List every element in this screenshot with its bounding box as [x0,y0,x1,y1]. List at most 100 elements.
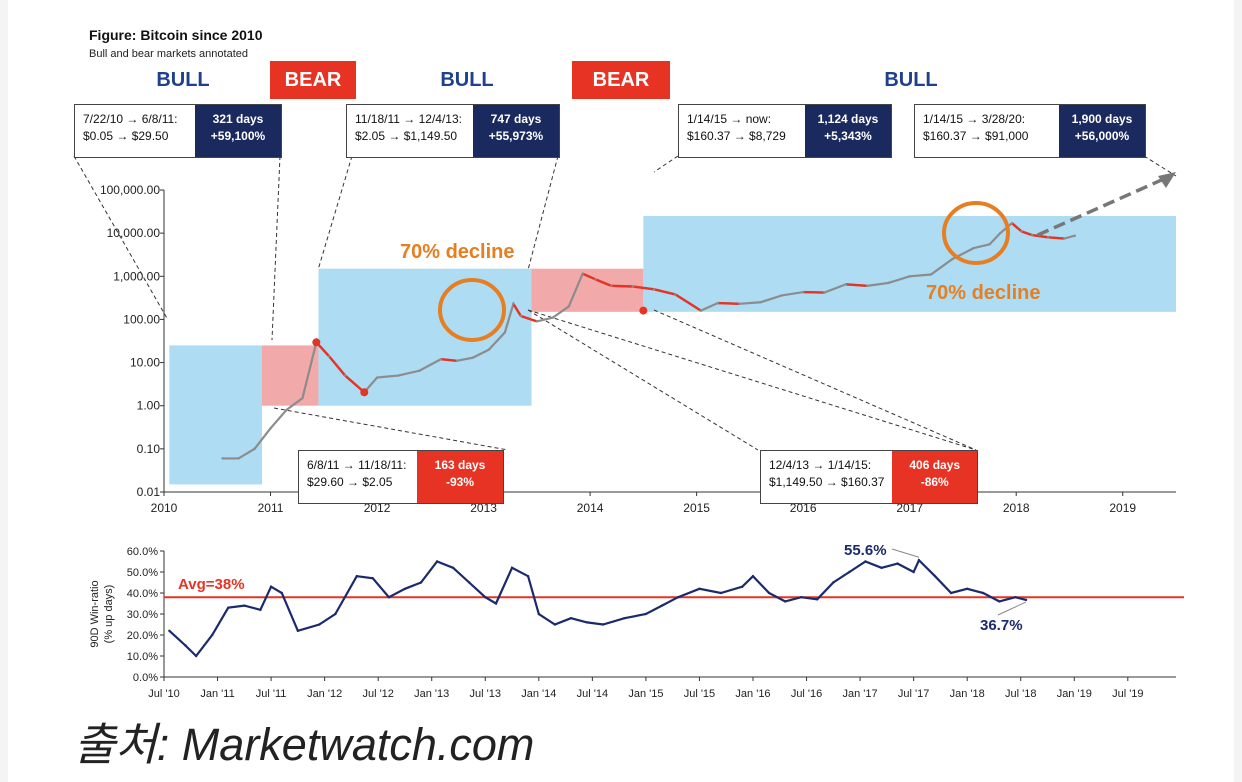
win-x-tick-label: Jan '17 [843,688,878,700]
win-ratio-point [644,612,648,616]
win-x-tick-label: Jan '18 [950,688,985,700]
win-ratio-point [848,570,851,574]
price-point [780,294,784,297]
price-point [487,348,491,351]
win-x-tick-label: Jul '18 [1005,688,1036,700]
callout-range: 7/22/10 → 6/8/11: [83,112,178,126]
callout-change: -86% [920,475,949,489]
price-point [327,355,331,358]
win-x-tick-label: Jul '19 [1112,688,1143,700]
turning-point-marker [639,306,648,315]
x-tick-label: 2019 [1109,501,1136,515]
win-ratio-point [965,587,969,590]
y-tick-label: 100.00 [123,312,160,326]
price-down-segment [717,301,740,306]
win-y-axis-label-line2: (% up days) [103,585,115,644]
win-ratio-point [698,587,701,590]
price-point [221,457,224,460]
price-down-segment [1011,222,1023,233]
figure-card: Figure: Bitcoin since 2010 Bull and bear… [8,0,1234,782]
callout-prices: $160.37 → $8,729 [687,129,786,143]
callout-days: 406 days [909,458,961,472]
price-annotations: 70% decline 70% decline [400,172,1176,342]
callout-leaders [73,155,1177,451]
win-ratio-point [553,623,557,626]
win-ratio-point [767,591,771,595]
callout-leader-line [273,407,509,451]
win-ratio-point [510,566,514,569]
callout-prices: $2.05 → $1,149.50 [355,129,458,143]
phase-label-bear-1: BEAR [270,61,356,99]
price-point [716,301,720,305]
price-point [285,408,288,412]
win-ratio-point [494,602,498,605]
turning-point-marker [312,338,321,347]
y-tick-label: 100,000.00 [100,183,160,197]
win-ratio-point [623,617,626,620]
win-ratio-point [1024,598,1028,602]
turning-point-marker [360,388,369,397]
price-point [610,284,613,288]
y-tick-label: 0.10 [137,442,161,456]
win-x-tick-label: Jul '10 [148,688,179,700]
phase-band-bear [262,345,319,406]
win-x-tick-label: Jul '15 [684,688,715,700]
win-y-axis-label-line1: 90D Win-ratio [89,580,101,647]
win-ratio-point [243,604,246,607]
peak-label-leader [891,548,920,558]
source-credit: 출처: Marketwatch.com [74,719,535,770]
callout-prices: $29.60 → $2.05 [307,475,393,489]
price-point [455,359,459,362]
callout-bull-1: 7/22/10 → 6/8/11: $0.05 → $29.50 321 days… [74,104,282,158]
win-ratio-point [526,575,530,578]
price-point [999,231,1002,235]
price-point [988,243,991,246]
callout-leader-line [653,155,679,173]
phase-label-bull-3: BULL [884,69,938,91]
win-x-tick-label: Jul '14 [577,688,608,700]
win-ratio-point [355,575,358,578]
win-ratio-point [451,566,455,569]
win-ratio-line [168,558,1027,658]
win-ratio-point [484,596,487,599]
decline-label-2: 70% decline [926,282,1041,304]
callout-days: 163 days [434,458,486,472]
callout-bear-2: 12/4/13 → 1/14/15: $1,149.50 → $160.37 40… [760,450,978,504]
price-point [1020,230,1023,233]
price-point [397,374,400,377]
price-bands [169,215,1176,485]
price-point [865,284,869,288]
callout-change: +55,973% [488,129,544,143]
decline-circle-2 [942,201,1010,265]
average-label: Avg=38% [178,576,245,593]
win-ratio-point [783,600,787,603]
price-point [418,369,421,372]
price-point [887,281,890,285]
price-point [738,302,741,306]
price-point [581,272,584,275]
win-ratio-point [601,623,605,626]
price-point [929,273,933,276]
x-tick-label: 2012 [364,501,391,515]
price-down-segment [611,284,633,288]
price-point [951,257,954,261]
win-y-tick-label: 50.0% [127,567,158,579]
callout-leader-line [73,155,169,321]
y-tick-label: 1.00 [137,399,161,413]
price-point [269,427,272,430]
win-x-tick-label: Jan '16 [735,688,770,700]
callout-leader-line [527,155,559,271]
callout-range: 1/14/15 → now: [687,112,772,126]
win-ratio-chart: 60.0% 50.0% 40.0% 30.0% 20.0% 10.0% 0.0% Jul '1… [89,542,1184,700]
x-tick-label: 2016 [790,501,817,515]
win-ratio-point [816,598,819,601]
price-point [1073,234,1077,237]
phase-label-bull-1: BULL [156,69,210,91]
price-point [567,305,570,308]
win-ratio-point [468,581,471,584]
callout-bull-3: 1/14/15 → now: $160.37 → $8,729 1,124 day… [678,104,892,158]
callout-days: 747 days [490,112,542,126]
price-point [1046,236,1050,239]
callout-leader-line [1143,155,1177,177]
win-x-tick-label: Jan '14 [521,688,556,700]
